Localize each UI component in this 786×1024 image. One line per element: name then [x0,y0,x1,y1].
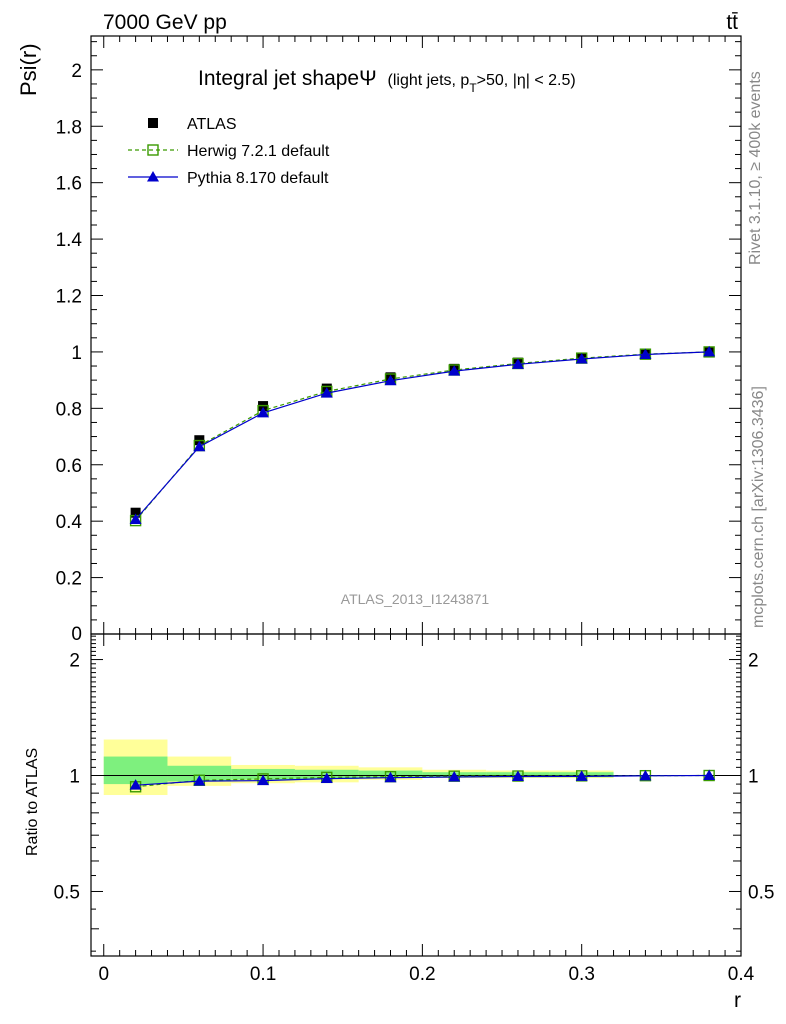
data-point [448,365,461,376]
main-x-ticks [103,36,742,634]
header-energy-label: 7000 GeV pp [103,11,227,34]
analysis-watermark: ATLAS_2013_I1243871 [341,591,490,607]
chart-title: Integral jet shapeΨ (light jets, pT>50, … [198,67,576,95]
main-y-tick-label: 2 [71,61,82,82]
legend-label-herwig: Herwig 7.2.1 default [187,143,330,160]
main-y-tick-label: 1.6 [56,174,82,195]
x-tick-label: 0.3 [568,964,594,985]
legend-label-atlas: ATLAS [187,116,237,133]
data-point [511,358,524,369]
ratio-frame [90,633,742,957]
ratio-uncertainty-bands [103,739,614,796]
header-process-label: tt̄ [726,11,738,34]
legend-label-pythia: Pythia 8.170 default [187,170,329,187]
data-point [129,779,142,790]
chart-title-detail: (light jets, p [388,72,470,89]
ratio-band-inner [167,765,232,782]
x-tick-label: 0 [98,964,109,985]
data-point [193,775,206,786]
legend-marker-pythia [147,171,159,182]
main-y-tick-label: 1.2 [56,287,82,308]
main-panel: 0.2 0.4 0.6 0.8 1 1.2 1.4 1.6 1.8 2 0 Psi(r) Integ… [16,35,742,645]
ratio-y-tick-label-right: 0.5 [748,882,774,903]
main-y-tick-label: 0.8 [56,399,82,420]
main-y-tick-label: 1 [71,343,82,364]
x-tick-label: 0.4 [728,964,755,985]
main-y-tick-label: 1.4 [56,230,83,251]
ratio-y-tick-label-left: 1 [69,767,80,788]
data-point [448,771,461,782]
x-axis-label: r [734,989,741,1012]
main-y-tick-label: 0.2 [56,569,82,590]
mcplots-reference-label: mcplots.cern.ch [arXiv:1306.3436] [750,386,767,628]
x-tick-label: 0.1 [250,964,276,985]
data-point [703,769,716,781]
legend-item-pythia: Pythia 8.170 default [128,170,329,187]
data-point [511,770,524,782]
data-point [575,770,588,781]
ratio-panel: 0.5 0.51 12 2 0 0.1 0.2 0.3 0.4 Ratio to ATLAS … [24,633,774,1012]
legend-marker-atlas [148,118,158,128]
legend: ATLAS Herwig 7.2.1 default Pythia 8.170 … [128,116,330,187]
data-point [257,406,270,418]
ratio-y-tick-label-right: 2 [748,651,759,672]
chart-title-tail: >50, |η| < 2.5) [477,72,576,89]
data-point [320,772,333,784]
data-point [193,440,206,452]
y-axis-label: Psi(r) [16,43,41,96]
ratio-y-tick-label-left: 2 [69,651,80,672]
ratio-y-tick-label-left: 0.5 [54,882,80,903]
data-point [129,513,142,524]
chart-title-subscript: T [469,81,477,95]
data-point [384,771,397,783]
data-point [257,774,270,786]
rivet-version-label: Rivet 3.1.10, ≥ 400k events [747,71,764,265]
ratio-axis-label: Ratio to ATLAS [24,748,41,856]
series-line [135,351,710,520]
data-point [639,348,652,359]
data-point [639,769,652,781]
legend-item-atlas: ATLAS [148,116,237,133]
main-y-ticks: 0.2 0.4 0.6 0.8 1 1.2 1.4 1.6 1.8 2 0 [56,41,741,645]
data-point [575,352,588,364]
ratio-y-tick-label-right: 1 [748,767,759,788]
main-series-layer [129,345,716,527]
data-point [384,374,397,386]
legend-item-herwig: Herwig 7.2.1 default [128,143,330,160]
atlas-data-point [130,507,141,518]
series-line [135,351,710,521]
data-point [320,387,333,398]
ratio-series-layer [129,769,716,793]
legend-marker-herwig [147,144,159,156]
main-y-tick-label: 0.6 [56,456,82,477]
ratio-x-ticks: 0 0.1 0.2 0.3 0.4 [98,634,755,985]
main-y-tick-label-zero: 0 [71,624,82,645]
main-y-tick-label: 1.8 [56,117,82,138]
x-tick-label: 0.2 [409,964,435,985]
chart-title-main: Integral jet shapeΨ [198,67,377,90]
ratio-y-ticks: 0.5 0.5 1 1 2 2 [54,635,774,952]
series-line [135,774,710,786]
data-point [703,345,716,357]
main-y-tick-label: 0.4 [56,512,83,533]
